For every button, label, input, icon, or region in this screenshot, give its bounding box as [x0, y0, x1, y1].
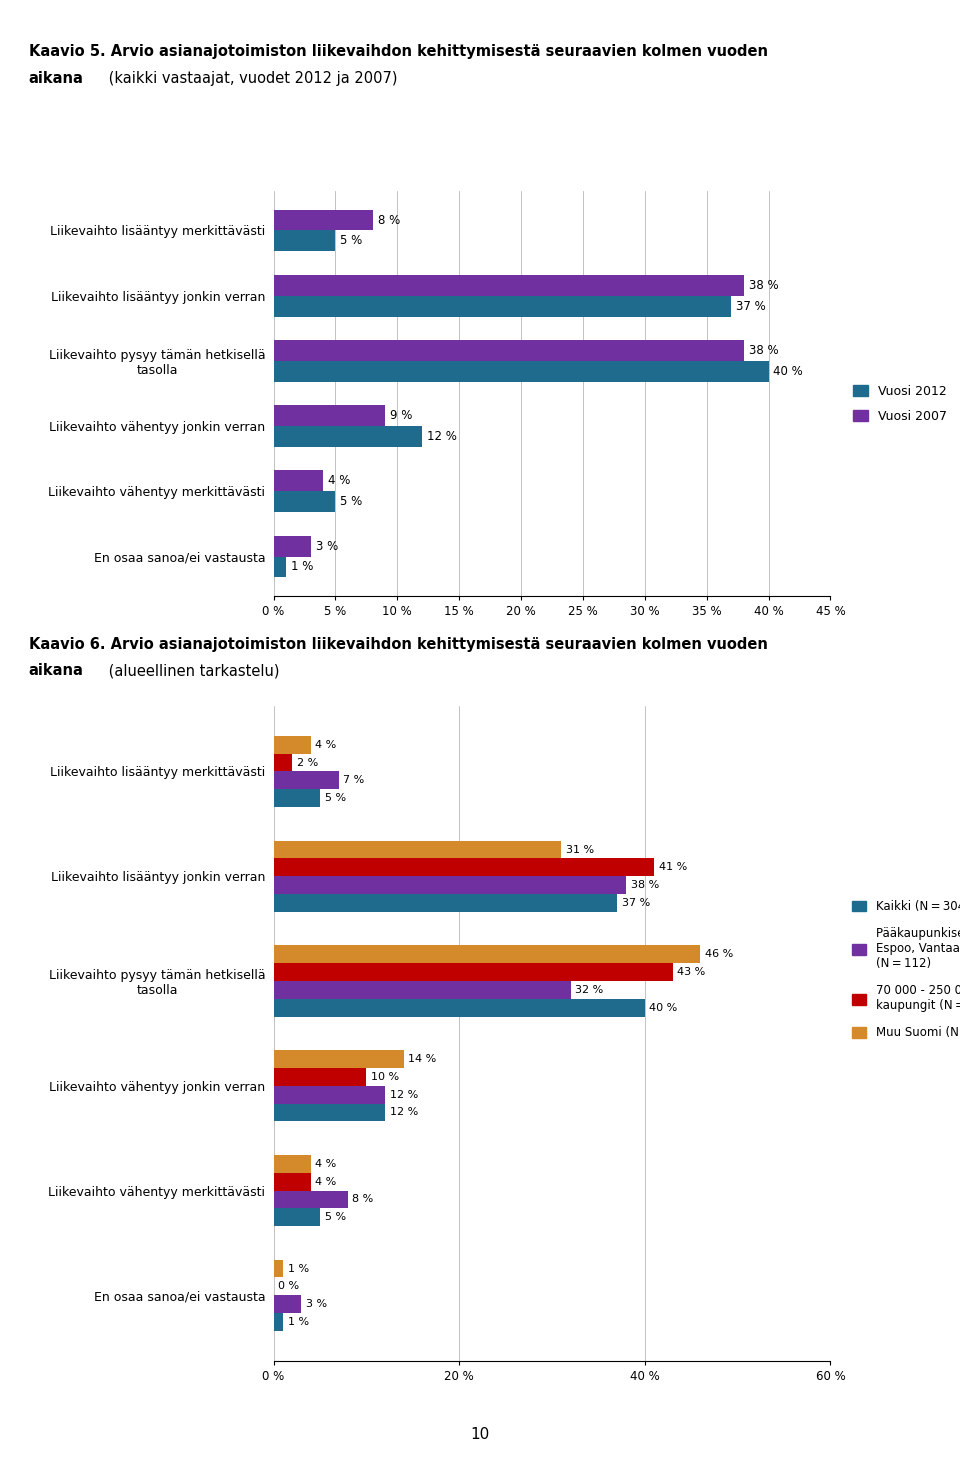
Bar — [274, 1068, 367, 1086]
Text: aikana: aikana — [29, 71, 84, 85]
Text: (alueellinen tarkastelu): (alueellinen tarkastelu) — [104, 663, 279, 678]
Bar — [274, 981, 570, 999]
Bar — [274, 360, 769, 382]
Text: 46 %: 46 % — [705, 949, 733, 959]
Bar — [274, 210, 372, 231]
Text: 5 %: 5 % — [341, 234, 363, 247]
Text: 37 %: 37 % — [621, 897, 650, 908]
Text: 1 %: 1 % — [288, 1317, 309, 1327]
Bar — [274, 859, 654, 877]
Bar — [274, 1103, 385, 1121]
Text: 32 %: 32 % — [575, 986, 604, 994]
Bar — [274, 275, 744, 296]
Text: 31 %: 31 % — [565, 844, 594, 855]
Text: 41 %: 41 % — [659, 862, 687, 872]
Bar — [274, 340, 744, 360]
Bar — [274, 1208, 320, 1227]
Bar — [274, 946, 701, 964]
Text: (kaikki vastaajat, vuodet 2012 ja 2007): (kaikki vastaajat, vuodet 2012 ja 2007) — [104, 71, 397, 85]
Text: 7 %: 7 % — [343, 775, 365, 786]
Text: 40 %: 40 % — [774, 365, 804, 378]
Bar — [274, 296, 732, 316]
Text: 4 %: 4 % — [328, 474, 350, 487]
Bar — [274, 1050, 403, 1068]
Bar — [274, 405, 385, 427]
Bar — [274, 1190, 348, 1208]
Bar — [274, 790, 320, 808]
Text: 4 %: 4 % — [315, 1177, 337, 1187]
Bar — [274, 771, 339, 790]
Text: 5 %: 5 % — [341, 496, 363, 509]
Bar — [274, 999, 645, 1016]
Bar — [274, 535, 311, 556]
Text: 38 %: 38 % — [749, 278, 779, 291]
Text: 0 %: 0 % — [278, 1281, 300, 1292]
Text: 8 %: 8 % — [352, 1194, 373, 1205]
Text: 40 %: 40 % — [649, 1003, 678, 1012]
Bar — [274, 491, 335, 512]
Text: 3 %: 3 % — [306, 1299, 327, 1309]
Text: 12 %: 12 % — [390, 1108, 418, 1118]
Text: 38 %: 38 % — [749, 344, 779, 357]
Text: aikana: aikana — [29, 663, 84, 678]
Text: 5 %: 5 % — [324, 1212, 346, 1222]
Text: Kaavio 6. Arvio asianajotoimiston liikevaihdon kehittymisestä seuraavien kolmen : Kaavio 6. Arvio asianajotoimiston liikev… — [29, 637, 768, 652]
Bar — [274, 753, 292, 771]
Bar — [274, 964, 673, 981]
Bar — [274, 1314, 283, 1331]
Text: 5 %: 5 % — [324, 793, 346, 803]
Text: 43 %: 43 % — [678, 966, 706, 977]
Bar — [274, 231, 335, 252]
Text: 3 %: 3 % — [316, 540, 338, 553]
Legend: Vuosi 2012, Vuosi 2007: Vuosi 2012, Vuosi 2007 — [848, 380, 951, 428]
Text: 4 %: 4 % — [315, 740, 337, 750]
Text: 4 %: 4 % — [315, 1159, 337, 1169]
Bar — [274, 877, 626, 894]
Text: 8 %: 8 % — [377, 213, 399, 227]
Text: 12 %: 12 % — [390, 1090, 418, 1100]
Text: 14 %: 14 % — [408, 1055, 437, 1064]
Bar — [274, 894, 617, 912]
Bar — [274, 736, 311, 753]
Text: 10: 10 — [470, 1427, 490, 1442]
Bar — [274, 840, 562, 859]
Bar — [274, 471, 324, 491]
Bar — [274, 1155, 311, 1172]
Text: 12 %: 12 % — [427, 430, 457, 443]
Text: 10 %: 10 % — [371, 1072, 399, 1081]
Bar — [274, 1296, 301, 1314]
Bar — [274, 427, 422, 447]
Text: 1 %: 1 % — [288, 1264, 309, 1274]
Text: 37 %: 37 % — [736, 300, 766, 313]
Text: 38 %: 38 % — [631, 880, 660, 890]
Text: 9 %: 9 % — [390, 409, 412, 422]
Text: 1 %: 1 % — [291, 560, 313, 574]
Bar — [274, 1259, 283, 1277]
Bar — [274, 1086, 385, 1103]
Legend: Kaikki (N = 304), Pääkaupunkiseutu (Helsinki,
Espoo, Vantaa, Kauniainen)
(N = 11: Kaikki (N = 304), Pääkaupunkiseutu (Hels… — [848, 896, 960, 1044]
Text: 2 %: 2 % — [297, 758, 318, 768]
Text: Kaavio 5. Arvio asianajotoimiston liikevaihdon kehittymisestä seuraavien kolmen : Kaavio 5. Arvio asianajotoimiston liikev… — [29, 44, 768, 59]
Bar — [274, 1172, 311, 1190]
Bar — [274, 556, 286, 578]
